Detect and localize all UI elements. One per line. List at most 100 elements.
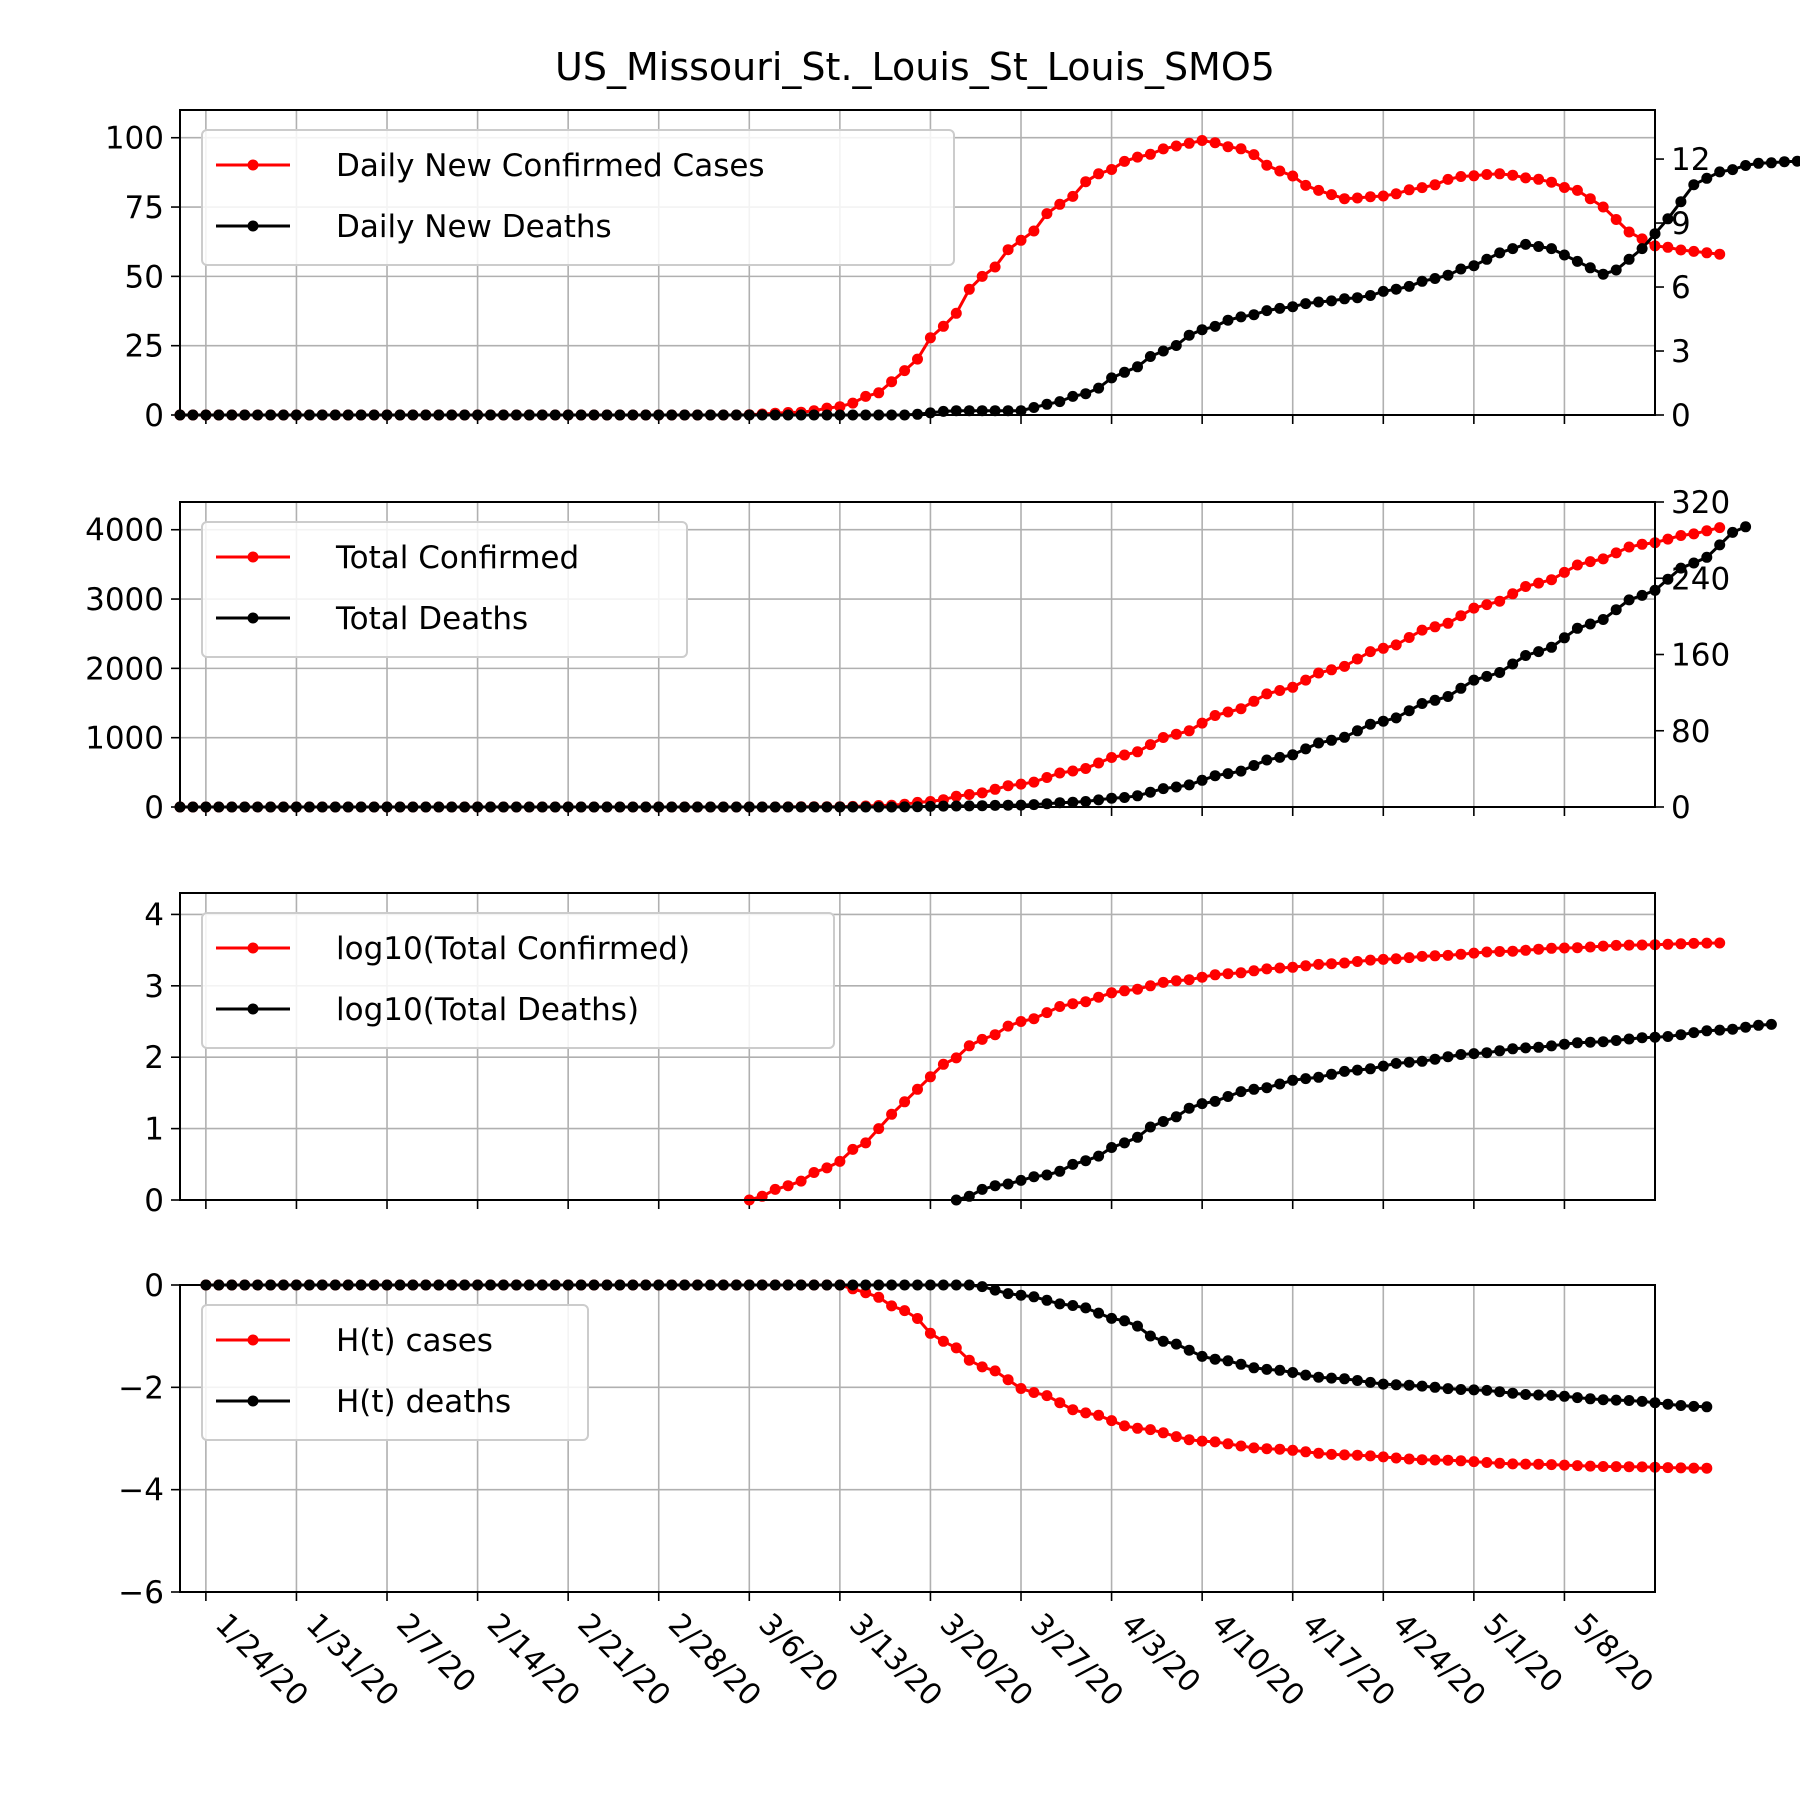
data-point — [1675, 1462, 1687, 1474]
data-point — [1196, 717, 1208, 729]
data-point — [1326, 295, 1337, 307]
data-point — [950, 1052, 962, 1064]
data-point — [1106, 792, 1118, 804]
data-point — [1028, 402, 1040, 413]
data-point — [1248, 965, 1260, 977]
data-point — [1274, 962, 1286, 974]
data-point — [1287, 681, 1299, 693]
data-point — [1106, 164, 1118, 175]
data-point — [1533, 646, 1545, 658]
data-point — [1597, 268, 1609, 280]
data-point — [1416, 624, 1428, 636]
data-point — [1351, 192, 1363, 204]
data-point — [1377, 1451, 1389, 1463]
legend-swatch-marker — [247, 612, 259, 624]
data-point — [1326, 1448, 1337, 1460]
data-point — [1753, 1019, 1764, 1031]
data-point — [1157, 1335, 1169, 1347]
data-point — [1507, 243, 1519, 255]
data-point — [1144, 1330, 1156, 1342]
data-point — [1377, 285, 1389, 297]
data-point — [1403, 705, 1415, 717]
data-point — [847, 397, 859, 409]
data-point — [1429, 621, 1441, 633]
data-point — [963, 800, 975, 812]
data-point — [1002, 1178, 1014, 1190]
data-point — [886, 376, 898, 388]
data-point — [1093, 1307, 1105, 1319]
data-point — [1442, 617, 1454, 629]
data-point — [1054, 797, 1066, 809]
data-point — [1778, 156, 1790, 168]
data-point — [1688, 557, 1700, 569]
data-point — [976, 1033, 988, 1045]
data-point — [1274, 165, 1286, 177]
y-tick-label: 0 — [144, 790, 164, 826]
data-point — [1119, 155, 1130, 167]
data-point — [1429, 694, 1441, 706]
y-tick-label: −2 — [118, 1370, 164, 1406]
data-point — [899, 1305, 911, 1317]
data-point — [1364, 646, 1376, 658]
data-point — [1571, 1037, 1583, 1049]
data-point — [1222, 141, 1234, 153]
data-point — [1429, 273, 1441, 284]
data-point — [1080, 176, 1092, 188]
data-point — [834, 401, 846, 413]
data-point — [1196, 135, 1208, 146]
data-point — [1351, 956, 1363, 967]
data-point — [976, 1361, 988, 1373]
data-point — [795, 1175, 807, 1187]
data-point — [1351, 1375, 1363, 1386]
data-point — [1675, 530, 1687, 541]
data-point — [1351, 292, 1363, 304]
data-point — [1597, 1036, 1609, 1048]
data-point — [1571, 559, 1583, 571]
data-point — [937, 1058, 949, 1070]
data-point — [1351, 1064, 1363, 1076]
data-point — [1727, 164, 1739, 176]
data-point — [1015, 1174, 1027, 1186]
data-point — [1326, 734, 1337, 746]
data-point — [1351, 1449, 1363, 1461]
data-point — [1261, 1082, 1273, 1094]
data-point — [1157, 143, 1169, 155]
panel-0: 0 25 50 75 100 0 3 6 9 12 Daily New Confirmed Case… — [105, 109, 1800, 434]
data-point — [834, 1155, 846, 1167]
data-point — [1494, 168, 1506, 180]
data-point — [1235, 1358, 1247, 1370]
data-point — [886, 1300, 898, 1312]
data-point — [1067, 998, 1079, 1010]
data-point — [1610, 264, 1622, 276]
legend-box — [201, 129, 955, 266]
data-point — [1261, 305, 1273, 317]
legend-label: H(t) deaths — [336, 1384, 511, 1420]
data-point — [1507, 588, 1519, 600]
figure-title: US_Missouri_St._Louis_St_Louis_SMO5 — [555, 45, 1275, 89]
data-point — [1170, 975, 1182, 987]
data-point — [1610, 1035, 1622, 1046]
data-point — [989, 1180, 1001, 1192]
data-point — [1015, 799, 1027, 811]
data-point — [1170, 1338, 1182, 1350]
data-point — [1326, 958, 1337, 970]
data-point — [1287, 1074, 1299, 1086]
data-point — [1364, 191, 1376, 203]
data-point — [1429, 950, 1441, 962]
data-point — [1636, 538, 1648, 550]
data-point — [1429, 179, 1441, 191]
data-point — [1416, 275, 1428, 287]
data-point — [963, 1354, 975, 1366]
data-point — [1636, 589, 1648, 601]
data-point — [1287, 1367, 1299, 1378]
data-point — [1623, 253, 1635, 265]
data-point — [1584, 1460, 1596, 1472]
data-point — [1248, 760, 1260, 771]
data-point — [1339, 293, 1350, 305]
data-point — [1080, 1407, 1092, 1419]
data-point — [886, 1108, 898, 1120]
data-point — [1235, 765, 1247, 777]
data-point — [1533, 577, 1545, 589]
data-point — [1222, 1355, 1234, 1367]
data-point — [1170, 140, 1182, 152]
